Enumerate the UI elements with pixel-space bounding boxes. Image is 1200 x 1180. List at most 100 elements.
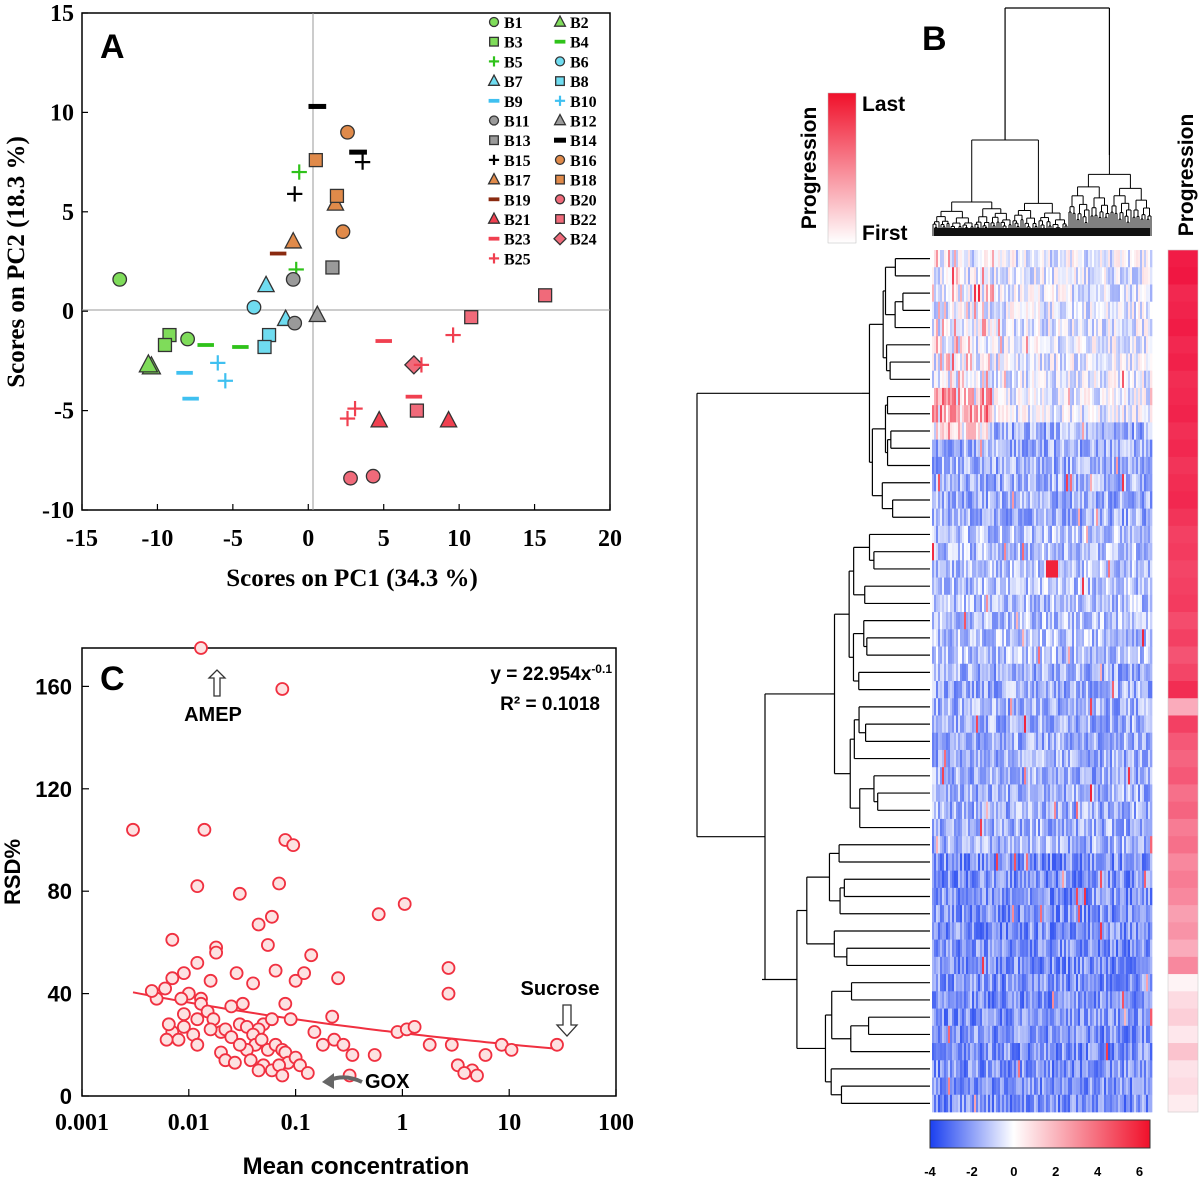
heatmap-cell xyxy=(952,318,955,337)
heatmap-cell xyxy=(986,456,989,475)
heatmap-cell xyxy=(1046,508,1049,527)
heatmap-cell xyxy=(1104,301,1107,320)
heatmap-cell xyxy=(950,474,953,492)
heatmap-cell xyxy=(1024,474,1027,492)
heatmap-cell xyxy=(1112,560,1115,578)
heatmap-cell xyxy=(1064,474,1067,492)
heatmap-cell xyxy=(1130,250,1133,268)
heatmap-cell xyxy=(1024,560,1027,578)
heatmap-cell xyxy=(1054,801,1057,820)
heatmap-cell xyxy=(1026,749,1029,768)
heatmap-cell xyxy=(1132,525,1135,544)
heatmap-cell xyxy=(1006,853,1009,871)
heatmap-cell xyxy=(1050,577,1053,596)
heatmap-cell xyxy=(942,353,945,372)
heatmap-cell xyxy=(978,698,981,716)
heatmap-cell xyxy=(964,594,967,613)
a-x-tick-label: -10 xyxy=(141,526,173,552)
heatmap-cell xyxy=(982,784,985,803)
heatmap-cell xyxy=(1046,870,1049,889)
heatmap-cell xyxy=(1046,801,1049,820)
heatmap-cell xyxy=(1052,749,1055,768)
heatmap-cell xyxy=(1130,853,1133,871)
heatmap-cell xyxy=(1066,301,1069,320)
heatmap-cell xyxy=(1038,525,1041,544)
heatmap-cell xyxy=(1010,818,1013,837)
heatmap-cell xyxy=(982,818,985,837)
heatmap-cell xyxy=(1102,836,1105,854)
heatmap-cell xyxy=(1070,560,1073,578)
heatmap-cell xyxy=(962,267,965,285)
heatmap-cell xyxy=(1034,387,1037,406)
heatmap-cell xyxy=(1062,767,1065,785)
heatmap-cell xyxy=(1002,836,1005,854)
heatmap-cell xyxy=(1132,629,1135,647)
heatmap-cell xyxy=(1150,870,1153,889)
heatmap-cell xyxy=(1136,698,1139,716)
heatmap-cell xyxy=(1044,284,1047,303)
heatmap-cell xyxy=(956,422,959,440)
heatmap-cell xyxy=(1024,508,1027,527)
panel-a-points xyxy=(112,103,553,486)
heatmap-cell xyxy=(986,474,989,492)
heatmap-cell xyxy=(974,577,977,596)
heatmap-cell xyxy=(1036,767,1039,785)
heatmap-cell xyxy=(1076,387,1079,406)
heatmap-cell xyxy=(1006,715,1009,734)
heatmap-cell xyxy=(1114,801,1117,820)
heatmap-cell xyxy=(1126,801,1129,820)
heatmap-cell xyxy=(1040,543,1043,561)
heatmap-cell xyxy=(1118,525,1121,544)
heatmap-cell xyxy=(1028,870,1031,889)
heatmap-cell xyxy=(1008,887,1011,906)
heatmap-cell xyxy=(996,836,999,854)
heatmap-cell xyxy=(1138,818,1141,837)
heatmap-cell xyxy=(1104,887,1107,906)
heatmap-cell xyxy=(1110,749,1113,768)
heatmap-cell xyxy=(932,318,935,337)
heatmap-cell xyxy=(1072,405,1075,423)
heatmap-cell xyxy=(1124,612,1127,630)
heatmap-cell xyxy=(988,508,991,527)
heatmap-cell xyxy=(1032,784,1035,803)
heatmap-cell xyxy=(1100,646,1103,665)
heatmap-cell xyxy=(1136,801,1139,820)
heatmap-cell xyxy=(1060,767,1063,785)
heatmap-cell xyxy=(992,922,995,940)
heatmap-cell xyxy=(1114,543,1117,561)
heatmap-cell xyxy=(1078,525,1081,544)
heatmap-cell xyxy=(1020,629,1023,647)
heatmap-cell xyxy=(976,594,979,613)
heatmap-cell xyxy=(1010,318,1013,337)
heatmap-cell xyxy=(1102,784,1105,803)
heatmap-cell xyxy=(1010,698,1013,716)
heatmap-cell xyxy=(1082,594,1085,613)
heatmap-cell xyxy=(936,336,939,354)
heatmap-cell xyxy=(1060,612,1063,630)
heatmap-cell xyxy=(1108,336,1111,354)
heatmap-cell xyxy=(978,336,981,354)
heatmap-cell xyxy=(1118,370,1121,389)
heatmap-cell xyxy=(1130,525,1133,544)
heatmap-cell xyxy=(1110,612,1113,630)
heatmap-cell xyxy=(1110,801,1113,820)
heatmap-cell xyxy=(1016,732,1019,751)
heatmap-cell xyxy=(1030,784,1033,803)
heatmap-cell xyxy=(960,870,963,889)
heatmap-cell xyxy=(980,267,983,285)
heatmap-cell xyxy=(1150,508,1153,527)
heatmap-cell xyxy=(954,870,957,889)
heatmap-cell xyxy=(1102,732,1105,751)
heatmap-cell xyxy=(1128,870,1131,889)
heatmap-cell xyxy=(1066,922,1069,940)
heatmap-cell xyxy=(1010,629,1013,647)
heatmap-cell xyxy=(1066,474,1069,492)
heatmap-cell xyxy=(1132,646,1135,665)
heatmap-cell xyxy=(986,560,989,578)
heatmap-cell xyxy=(1022,301,1025,320)
heatmap-cell xyxy=(1084,336,1087,354)
heatmap-cell xyxy=(1126,698,1129,716)
heatmap-cell xyxy=(1072,353,1075,372)
heatmap-cell xyxy=(1090,767,1093,785)
heatmap-cell xyxy=(946,870,949,889)
